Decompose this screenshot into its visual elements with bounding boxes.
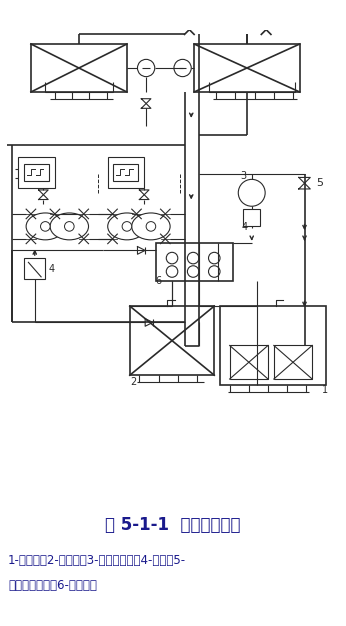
Text: 燃油注入管系；6-调驳阀箱: 燃油注入管系；6-调驳阀箱 [8, 579, 97, 592]
Bar [18, 157, 55, 188]
Text: 3: 3 [240, 172, 246, 182]
Circle shape [166, 266, 178, 277]
Circle shape [122, 222, 132, 231]
Bar [31, 44, 127, 92]
Text: 5: 5 [316, 178, 323, 188]
Text: 2: 2 [130, 377, 136, 387]
Text: 4: 4 [241, 222, 247, 232]
Bar [156, 243, 233, 281]
Circle shape [137, 59, 155, 76]
Circle shape [64, 222, 74, 231]
Ellipse shape [50, 213, 89, 240]
Bar [24, 164, 49, 182]
Bar [220, 306, 326, 385]
Text: 图 5-1-1  燃油系统简图: 图 5-1-1 燃油系统简图 [105, 516, 241, 534]
Circle shape [174, 59, 191, 76]
Circle shape [166, 252, 178, 264]
Circle shape [188, 266, 199, 277]
Bar [130, 306, 214, 375]
Bar [108, 157, 144, 188]
Text: 6: 6 [156, 276, 162, 286]
Bar [113, 164, 138, 182]
Circle shape [209, 266, 220, 277]
Ellipse shape [26, 213, 64, 240]
Circle shape [146, 222, 156, 231]
Bar [274, 346, 312, 379]
Text: 1-燃油舱；2-沉淀柜；3-燃油驳运泵；4-滤器；5-: 1-燃油舱；2-沉淀柜；3-燃油驳运泵；4-滤器；5- [8, 554, 186, 567]
Ellipse shape [108, 213, 146, 240]
Circle shape [188, 252, 199, 264]
Bar [243, 209, 260, 227]
Ellipse shape [132, 213, 170, 240]
Circle shape [238, 180, 265, 206]
Text: 1: 1 [322, 385, 328, 395]
Bar [24, 258, 45, 279]
Circle shape [209, 252, 220, 264]
Circle shape [40, 222, 50, 231]
Text: 4: 4 [48, 264, 54, 274]
Bar [230, 346, 268, 379]
Bar [194, 44, 300, 92]
